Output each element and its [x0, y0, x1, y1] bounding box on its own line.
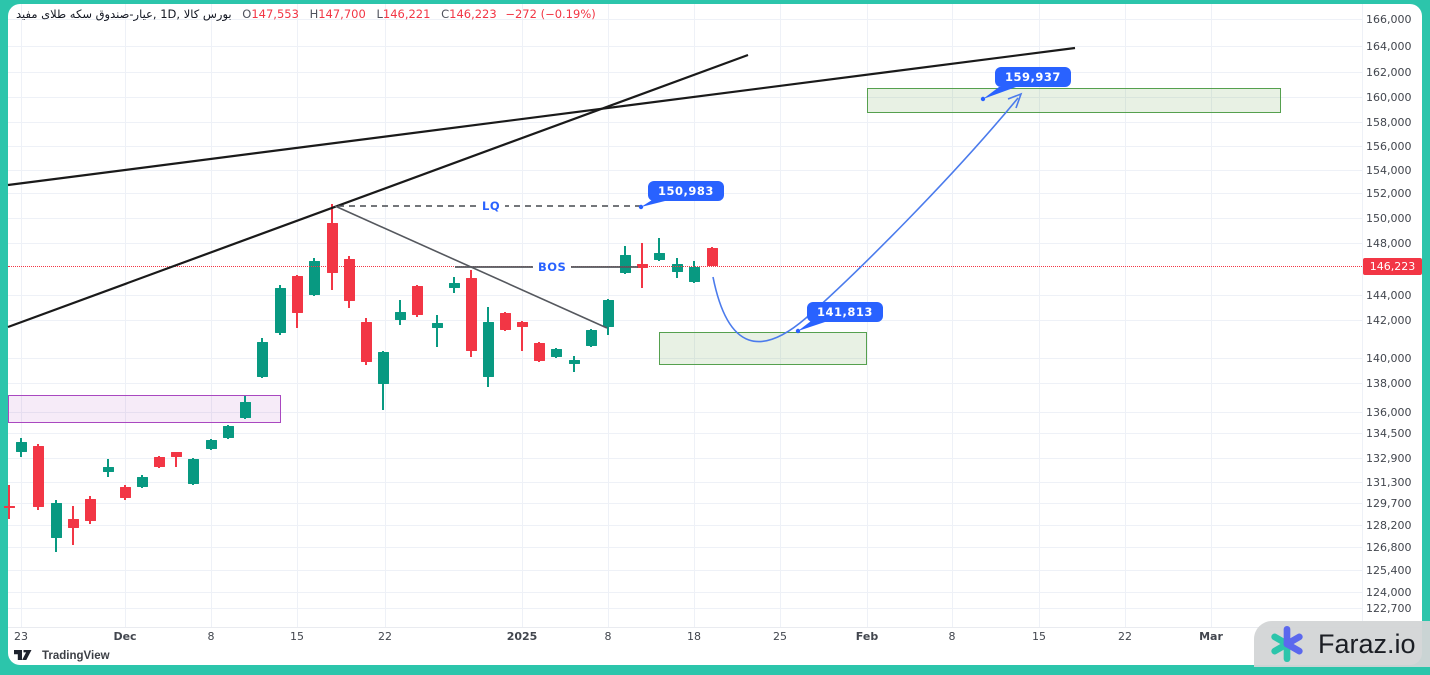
bos-label[interactable]: BOS	[533, 260, 572, 274]
close-label: C	[441, 7, 450, 21]
symbol-exchange: بورس کالا	[183, 7, 232, 21]
faraz-text: Faraz.io	[1318, 628, 1416, 659]
open-value: 147,553	[251, 7, 299, 21]
symbol-interval: , 1D,	[152, 7, 184, 21]
lq-label[interactable]: LQ	[477, 199, 506, 213]
chart-panel	[8, 4, 1422, 665]
faraz-logo-card[interactable]: Faraz.io	[1254, 621, 1430, 667]
close-value: 146,223	[449, 7, 497, 21]
change-value: −272 (−0.19%)	[505, 7, 596, 21]
tradingview-attribution[interactable]: TradingView	[14, 649, 110, 662]
high-label: H	[309, 7, 319, 21]
low-value: 146,221	[382, 7, 431, 21]
high-value: 147,700	[318, 7, 366, 21]
tradingview-icon	[14, 650, 32, 660]
current-price-line	[8, 266, 1362, 268]
time-axis-separator	[8, 627, 1422, 628]
price-axis-separator	[1362, 4, 1363, 628]
symbol-header[interactable]: عیار-صندوق سکه طلای مفید, 1D, بورس کالا …	[16, 7, 596, 21]
low-label: L	[376, 7, 383, 21]
faraz-asterisk-icon	[1271, 625, 1303, 663]
symbol-name: عیار-صندوق سکه طلای مفید	[16, 7, 153, 21]
tradingview-text: TradingView	[42, 649, 110, 662]
open-label: O	[242, 7, 252, 21]
